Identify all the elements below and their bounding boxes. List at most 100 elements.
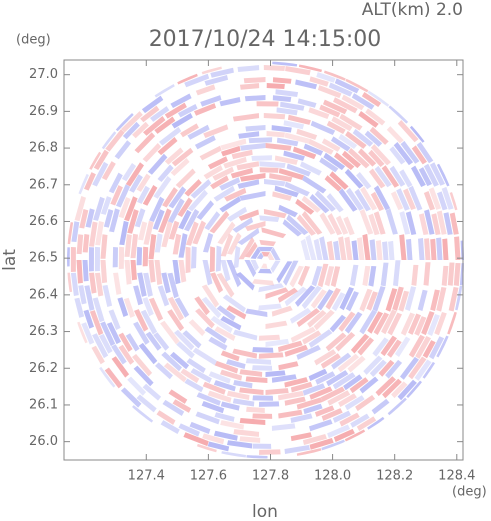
texture-cell — [244, 95, 266, 102]
texture-cell — [371, 398, 390, 415]
texture-cell — [85, 138, 103, 161]
texture-cell — [276, 261, 293, 284]
texture-cell — [183, 432, 209, 447]
texture-cell — [226, 390, 250, 400]
texture-cell — [370, 144, 391, 166]
texture-cell — [284, 132, 311, 144]
texture-cell — [380, 335, 397, 357]
texture-cell — [172, 233, 182, 255]
texture-cell — [123, 297, 135, 318]
texture-cell — [278, 361, 299, 371]
texture-cell — [143, 272, 153, 297]
texture-cell — [296, 128, 318, 140]
texture-cell — [89, 272, 97, 294]
texture-cell — [259, 449, 281, 455]
texture-cell — [172, 399, 192, 413]
texture-cell — [210, 175, 229, 190]
texture-cell — [394, 336, 411, 357]
texture-cell — [167, 296, 184, 321]
texture-cell — [292, 146, 317, 160]
texture-cell — [201, 284, 220, 308]
texture-cell — [338, 236, 347, 260]
texture-cell — [210, 67, 234, 78]
texture-cell — [272, 95, 292, 102]
texture-cell — [389, 146, 406, 165]
texture-cell — [270, 260, 281, 273]
texture-cell — [422, 340, 436, 359]
texture-cell — [317, 85, 342, 99]
texture-cell — [192, 220, 206, 245]
texture-cell — [167, 198, 185, 224]
texture-cell — [82, 234, 90, 253]
texture-cell — [202, 433, 225, 445]
texture-cell — [67, 285, 70, 311]
texture-cell — [400, 140, 420, 164]
texture-cell — [227, 232, 242, 255]
texture-cell — [301, 210, 323, 235]
texture-cell — [100, 260, 108, 284]
texture-cell — [258, 334, 281, 341]
texture-cell — [337, 353, 360, 373]
texture-cell — [344, 395, 365, 411]
texture-cell — [174, 297, 190, 318]
texture-cell — [170, 93, 192, 108]
texture-cell — [153, 176, 172, 199]
texture-cell — [378, 359, 395, 377]
y-tick-label: 26.9 — [29, 104, 58, 119]
texture-cell — [133, 321, 150, 345]
texture-cell — [106, 322, 121, 345]
texture-cell — [295, 79, 318, 90]
texture-cell — [309, 194, 330, 214]
texture-cell — [335, 332, 356, 352]
texture-cell — [368, 149, 385, 167]
texture-cell — [167, 309, 185, 332]
texture-cell — [317, 263, 329, 288]
texture-cell — [355, 395, 376, 412]
y-unit: (deg) — [16, 33, 51, 48]
texture-cell — [95, 221, 104, 246]
texture-cell — [259, 167, 279, 173]
texture-cell — [290, 432, 312, 442]
texture-cell — [118, 197, 131, 219]
texture-cell — [94, 246, 100, 272]
texture-cell — [296, 214, 316, 236]
texture-cell — [214, 412, 235, 422]
texture-cell — [227, 440, 253, 449]
texture-cell — [396, 188, 410, 211]
texture-cell — [265, 338, 290, 347]
texture-cell — [285, 66, 311, 76]
texture-cell — [201, 296, 222, 319]
texture-cell — [428, 187, 442, 210]
texture-cell — [184, 73, 210, 88]
texture-cell — [329, 314, 346, 333]
texture-cell — [338, 188, 358, 212]
texture-cell — [148, 297, 164, 322]
texture-cell — [296, 308, 320, 328]
texture-cell — [359, 309, 377, 335]
texture-cell — [261, 227, 287, 239]
texture-cell — [303, 143, 324, 156]
texture-cell — [215, 245, 222, 272]
texture-cell — [239, 173, 266, 182]
texture-cell — [278, 390, 304, 401]
texture-cell — [326, 240, 335, 260]
texture-cell — [142, 297, 154, 317]
texture-cell — [324, 266, 335, 287]
texture-cell — [417, 289, 428, 311]
texture-cell — [153, 332, 170, 351]
texture-cell — [431, 213, 441, 235]
texture-cell — [127, 376, 147, 396]
texture-cell — [156, 410, 176, 425]
texture-cell — [178, 233, 188, 258]
texture-cell — [351, 93, 375, 110]
texture-cell — [423, 262, 431, 286]
texture-cell — [339, 113, 363, 131]
texture-cell — [283, 150, 305, 161]
texture-cell — [380, 262, 389, 287]
texture-cell — [148, 234, 157, 260]
texture-cell — [427, 314, 440, 336]
texture-cell — [356, 172, 372, 190]
texture-cell — [143, 116, 166, 136]
texture-cell — [226, 359, 246, 369]
texture-cell — [124, 234, 132, 257]
